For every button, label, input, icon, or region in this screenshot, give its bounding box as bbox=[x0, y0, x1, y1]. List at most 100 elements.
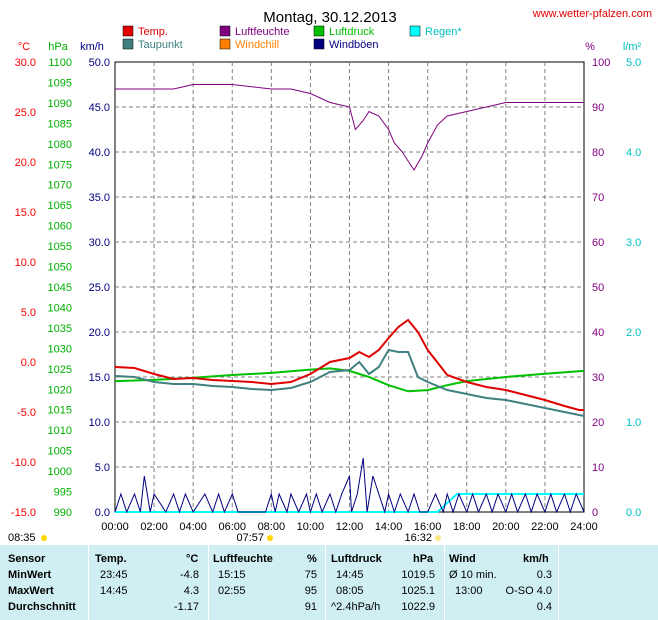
tick-label-hpa: 1095 bbox=[48, 77, 72, 89]
legend-swatch bbox=[122, 25, 134, 37]
tick-label-pct: 20 bbox=[592, 417, 604, 429]
tick-label-pct: 80 bbox=[592, 147, 604, 159]
tick-label-hpa: 1050 bbox=[48, 262, 72, 274]
series-line-temp bbox=[114, 318, 584, 411]
header-sensor: Sensor bbox=[8, 553, 46, 565]
row-label-min: MinWert bbox=[8, 569, 52, 581]
tick-label-rain: 3.0 bbox=[626, 237, 641, 249]
avg-temp-value: -1.17 bbox=[173, 601, 199, 613]
tick-label-x: 18:00 bbox=[453, 521, 481, 533]
tick-label-hpa: 1040 bbox=[48, 302, 72, 314]
tick-label-pct: 40 bbox=[592, 327, 604, 339]
tick-label-hpa: 1005 bbox=[48, 446, 72, 458]
tick-label-x: 20:00 bbox=[492, 521, 520, 533]
avg-wind-value: 0.4 bbox=[536, 601, 552, 613]
tick-label-pct: 70 bbox=[592, 192, 604, 204]
tick-label-rain: 4.0 bbox=[626, 147, 641, 159]
header-wind-unit: km/h bbox=[523, 553, 549, 565]
legend-label: Regen* bbox=[425, 26, 462, 38]
avg-hum-value: 91 bbox=[304, 601, 317, 613]
tick-label-hpa: 1060 bbox=[48, 221, 72, 233]
sunset-icon bbox=[435, 535, 441, 541]
series-line-hpa bbox=[114, 367, 585, 393]
tick-label-x: 10:00 bbox=[297, 521, 325, 533]
series-line-kmh bbox=[114, 457, 585, 514]
tick-label-kmh: 20.0 bbox=[89, 327, 110, 339]
source-url: www.wetter-pfalzen.com bbox=[532, 8, 652, 20]
tick-label-x: 06:00 bbox=[218, 521, 246, 533]
tick-label-pct: 60 bbox=[592, 237, 604, 249]
tick-label-hpa: 1085 bbox=[48, 118, 72, 130]
sunrise-icon bbox=[41, 535, 47, 541]
legend-label: Luftfeuchte bbox=[235, 26, 289, 38]
tick-label-kmh: 30.0 bbox=[89, 237, 110, 249]
tick-label-hpa: 990 bbox=[54, 507, 72, 519]
sun-icon bbox=[267, 535, 273, 541]
header-humidity: Luftfeuchte bbox=[213, 553, 273, 565]
header-temp-unit: °C bbox=[186, 553, 199, 565]
legend-label: Taupunkt bbox=[138, 39, 183, 51]
tick-label-hpa: 1025 bbox=[48, 364, 72, 376]
tick-label-x: 02:00 bbox=[140, 521, 168, 533]
tick-label-x: 22:00 bbox=[531, 521, 559, 533]
tick-label-x: 16:00 bbox=[414, 521, 442, 533]
sunset-time: 16:32 bbox=[404, 532, 432, 544]
sun-times: 08:35 07:57 16:32 bbox=[8, 532, 441, 544]
legend-swatch bbox=[409, 25, 421, 37]
avg-press-value: 1022.9 bbox=[401, 601, 435, 613]
axis-unit-rain: l/m² bbox=[623, 41, 642, 53]
tick-label-kmh: 15.0 bbox=[89, 372, 110, 384]
wind-max-time: 13:00 bbox=[455, 585, 483, 597]
series-line-pct bbox=[115, 84, 584, 171]
tick-label-hpa: 1035 bbox=[48, 323, 72, 335]
sun-marker-time: 07:57 bbox=[236, 532, 264, 544]
tick-label-pct: 100 bbox=[592, 57, 610, 69]
tick-label-kmh: 35.0 bbox=[89, 192, 110, 204]
tick-label-hpa: 1045 bbox=[48, 282, 72, 294]
tick-label-x: 14:00 bbox=[375, 521, 403, 533]
max-hum-time: 02:55 bbox=[218, 585, 246, 597]
tick-label-temp: 5.0 bbox=[21, 307, 36, 319]
legend-label: Windböen bbox=[329, 39, 379, 51]
max-press-value: 1025.1 bbox=[401, 585, 435, 597]
tick-label-hpa: 1015 bbox=[48, 405, 72, 417]
legend-label: Temp. bbox=[138, 26, 168, 38]
legend-swatch bbox=[219, 25, 231, 37]
tick-label-rain: 0.0 bbox=[626, 507, 641, 519]
wind-avg-value: 0.3 bbox=[536, 569, 552, 581]
header-pressure-unit: hPa bbox=[413, 553, 434, 565]
row-label-max: MaxWert bbox=[8, 585, 54, 597]
tick-label-pct: 90 bbox=[592, 102, 604, 114]
tick-label-temp: -10.0 bbox=[11, 457, 36, 469]
min-temp-value: -4.8 bbox=[180, 569, 199, 581]
tick-label-pct: 0 bbox=[592, 507, 598, 519]
tick-label-kmh: 50.0 bbox=[89, 57, 110, 69]
legend-swatch bbox=[122, 38, 134, 50]
sunrise-time: 08:35 bbox=[8, 532, 36, 544]
tick-label-temp: 15.0 bbox=[15, 207, 36, 219]
axis-ticks: 30.0 25.0 20.0 15.0 10.0 5.0 0.0 -5.0 -10.0 -15.0… bbox=[11, 57, 641, 533]
max-temp-value: 4.3 bbox=[183, 585, 199, 597]
tick-label-hpa: 1065 bbox=[48, 200, 72, 212]
tick-label-temp: 25.0 bbox=[15, 107, 36, 119]
weather-chart: Montag, 30.12.2013 www.wetter-pfalzen.co… bbox=[8, 8, 652, 544]
tick-label-temp: 20.0 bbox=[15, 157, 36, 169]
axis-unit-hpa: hPa bbox=[48, 41, 68, 53]
min-press-value: 1019.5 bbox=[401, 569, 435, 581]
tick-label-kmh: 5.0 bbox=[95, 462, 110, 474]
tick-label-rain: 1.0 bbox=[626, 417, 641, 429]
tick-label-temp: 30.0 bbox=[15, 57, 36, 69]
tick-label-x: 08:00 bbox=[258, 521, 286, 533]
tick-label-hpa: 1090 bbox=[48, 98, 72, 110]
tick-label-temp: 0.0 bbox=[21, 357, 36, 369]
tick-label-rain: 2.0 bbox=[626, 327, 641, 339]
series-lines bbox=[114, 84, 585, 514]
header-pressure: Luftdruck bbox=[331, 553, 382, 565]
tick-label-x: 24:00 bbox=[570, 521, 598, 533]
tick-label-x: 00:00 bbox=[101, 521, 129, 533]
series-line-temp bbox=[114, 348, 585, 417]
tick-label-pct: 50 bbox=[592, 282, 604, 294]
max-press-time: 08:05 bbox=[336, 585, 364, 597]
tick-label-hpa: 1075 bbox=[48, 159, 72, 171]
